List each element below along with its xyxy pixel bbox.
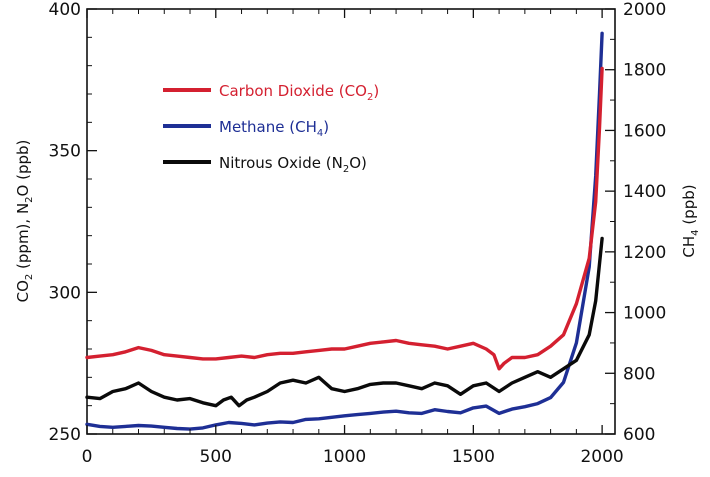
right-axis-label: CH4 (ppb) <box>680 184 701 257</box>
x-tick-label: 1000 <box>323 447 366 467</box>
right-tick-label: 2000 <box>623 0 666 20</box>
right-tick-label: 800 <box>623 364 655 384</box>
right-tick-label: 600 <box>623 425 655 445</box>
right-tick-label: 1200 <box>623 243 666 263</box>
series-line-n2o <box>85 236 604 408</box>
right-tick-label: 1000 <box>623 304 666 324</box>
right-tick-label: 1800 <box>623 61 666 81</box>
left-axis-label: CO2 (ppm), N2O (ppb) <box>14 140 35 303</box>
legend: Carbon Dioxide (CO2) Methane (CH4) Nitro… <box>163 82 379 175</box>
legend-label-ch4: Methane (CH4) <box>219 118 329 139</box>
right-tick-label: 1400 <box>623 182 666 202</box>
x-tick-label: 2000 <box>580 447 623 467</box>
plot-frame <box>86 8 616 435</box>
ticks-layer: 0 500 1000 1500 2000 250 300 350 400 600 800 1000 12… <box>49 0 667 467</box>
left-tick-label: 400 <box>49 0 81 20</box>
left-tick-label: 300 <box>49 283 81 303</box>
legend-label-n2o: Nitrous Oxide (N2O) <box>219 154 367 175</box>
series-line-ch4 <box>85 31 604 431</box>
left-tick-label: 250 <box>49 425 81 445</box>
x-tick-label: 500 <box>200 447 232 467</box>
legend-label-co2: Carbon Dioxide (CO2) <box>219 82 379 103</box>
x-tick-label: 0 <box>82 447 93 467</box>
series-line-co2 <box>85 66 604 371</box>
left-tick-label: 350 <box>49 142 81 162</box>
x-tick-label: 1500 <box>452 447 495 467</box>
right-tick-label: 1600 <box>623 121 666 141</box>
series-layer <box>85 31 604 431</box>
